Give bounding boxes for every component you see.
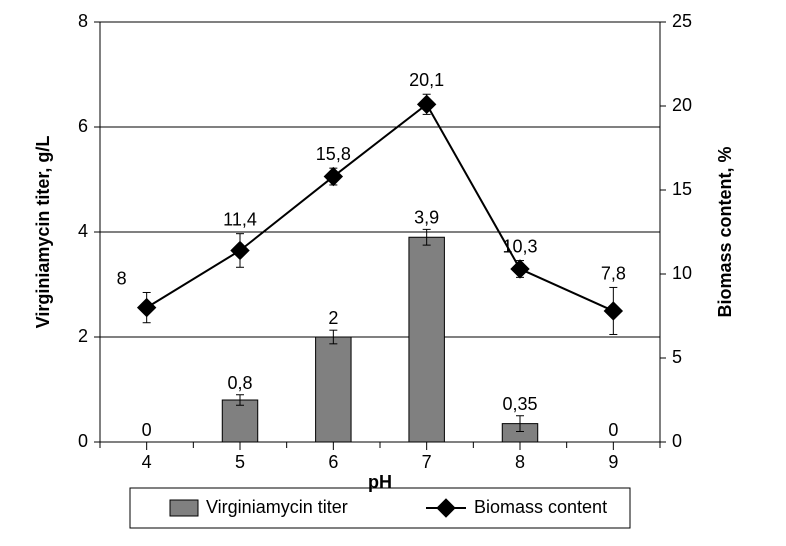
svg-text:pH: pH: [368, 472, 392, 492]
chart-container: 024680510152025456789pHVirginiamycin tit…: [0, 0, 786, 546]
svg-text:6: 6: [328, 452, 338, 472]
svg-text:3,9: 3,9: [414, 207, 439, 227]
svg-text:8: 8: [117, 268, 127, 288]
svg-text:Virginiamycin titer, g/L: Virginiamycin titer, g/L: [33, 136, 53, 329]
svg-text:10: 10: [672, 263, 692, 283]
svg-text:4: 4: [78, 221, 88, 241]
bar: [409, 237, 444, 442]
svg-text:0: 0: [78, 431, 88, 451]
svg-text:2: 2: [78, 326, 88, 346]
svg-text:2: 2: [328, 308, 338, 328]
svg-text:11,4: 11,4: [223, 210, 257, 230]
svg-text:0: 0: [672, 431, 682, 451]
bar: [222, 400, 257, 442]
svg-text:7,8: 7,8: [601, 263, 626, 283]
svg-text:4: 4: [142, 452, 152, 472]
svg-text:Biomass content, %: Biomass content, %: [715, 146, 735, 317]
svg-text:25: 25: [672, 11, 692, 31]
svg-text:15: 15: [672, 179, 692, 199]
svg-text:8: 8: [515, 452, 525, 472]
svg-text:Virginiamycin titer: Virginiamycin titer: [206, 497, 348, 517]
svg-text:5: 5: [672, 347, 682, 367]
svg-text:20: 20: [672, 95, 692, 115]
legend-swatch-bar: [170, 500, 198, 516]
svg-text:0,35: 0,35: [502, 394, 537, 414]
svg-text:0: 0: [142, 420, 152, 440]
svg-text:10,3: 10,3: [502, 237, 537, 257]
svg-text:9: 9: [608, 452, 618, 472]
svg-text:7: 7: [422, 452, 432, 472]
svg-text:0: 0: [608, 420, 618, 440]
svg-text:20,1: 20,1: [409, 70, 444, 90]
svg-text:0,8: 0,8: [227, 373, 252, 393]
chart-svg: 024680510152025456789pHVirginiamycin tit…: [0, 0, 786, 546]
svg-text:5: 5: [235, 452, 245, 472]
bar: [316, 337, 351, 442]
svg-text:15,8: 15,8: [316, 144, 351, 164]
svg-text:Biomass content: Biomass content: [474, 497, 607, 517]
svg-text:8: 8: [78, 11, 88, 31]
svg-text:6: 6: [78, 116, 88, 136]
